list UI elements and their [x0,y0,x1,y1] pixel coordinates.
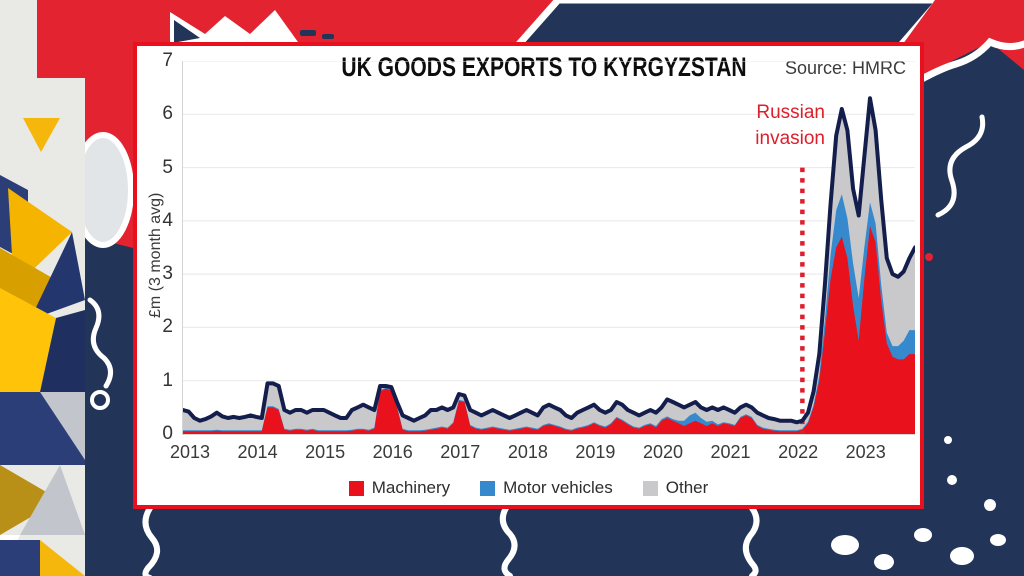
panel-triangle [40,310,85,392]
map-detail-red-dot [925,253,933,261]
source-label: Source: HMRC [784,58,906,78]
map-border-bottom-3 [742,505,760,576]
legend: Machinery Motor vehicles Other [137,478,920,498]
total-line [181,96,917,425]
map-detail-mountains [170,10,298,42]
x-tick-label: 2018 [507,442,548,462]
map-detail-mountain-shadow [174,20,200,42]
legend-swatch [480,480,496,496]
legend-item: Machinery [348,478,451,498]
map-border-bottom-1 [142,505,161,576]
y-tick-label: 2 [162,316,173,338]
y-tick-label: 0 [162,423,173,444]
map-island [950,547,974,565]
chart-card: UK GOODS EXPORTS TO KYRGYZSTAN Source: H… [133,42,924,509]
panel-triangle [30,232,85,320]
x-tick-label: 2020 [642,442,683,462]
x-tick-label: 2017 [440,442,481,462]
panel-triangle [23,118,60,152]
y-tick-label: 1 [162,369,173,391]
map-detail-left-ring [90,390,110,410]
x-tick-label: 2013 [169,442,211,462]
panel-triangle [0,465,60,535]
legend-label: Other [665,478,709,497]
y-tick-label: 3 [162,263,173,285]
legend-item: Other [642,478,709,498]
panel-triangle [0,288,56,392]
map-detail-dash [300,30,316,36]
x-tick-label: 2022 [778,442,819,462]
y-tick-label: 7 [162,50,173,71]
y-tick-label: 6 [162,103,173,125]
invasion-annotation-label: Russian invasion [755,100,825,152]
panel-triangle [20,465,85,535]
map-island [984,499,996,511]
x-tick-label: 2021 [710,442,751,462]
panel-triangle [40,392,85,460]
x-tick-label: 2023 [845,442,886,462]
invasion-annotation-line1: Russian [756,102,825,123]
map-detail-dot [944,436,952,444]
area-motor-vehicles [183,194,915,434]
map-border-right-inner [935,114,986,218]
left-decor-panel [0,0,85,576]
chart-svg [181,60,917,435]
map-border-right [916,37,1024,84]
chart-title: UK GOODS EXPORTS TO KYRGYZSTAN [341,52,747,82]
map-detail-dash [322,34,334,39]
x-tick-label: 2014 [237,442,278,462]
map-island [874,554,894,570]
panel-block [0,540,40,576]
y-tick-label: 4 [162,209,173,231]
map-land-top-left [37,0,558,52]
map-land-top-right [900,0,1024,76]
legend-label: Motor vehicles [503,478,613,497]
map-island [990,534,1006,546]
map-border-bottom-2 [499,505,518,576]
map-island [914,528,932,542]
x-tick-label: 2016 [372,442,413,462]
area-machinery [183,226,915,434]
panel-bg-top [0,0,37,80]
plot-area [181,60,917,435]
x-tick-label: 2015 [305,442,346,462]
map-island [947,475,957,485]
map-border-left [87,297,113,389]
invasion-annotation-line2: invasion [755,128,825,149]
legend-item: Motor vehicles [480,478,613,498]
map-island [831,535,859,555]
y-tick-label: 5 [162,156,173,178]
x-tick-label: 2019 [575,442,616,462]
legend-label: Machinery [371,478,451,497]
legend-swatch [348,480,364,496]
panel-triangle [40,540,85,576]
legend-swatch [642,480,658,496]
